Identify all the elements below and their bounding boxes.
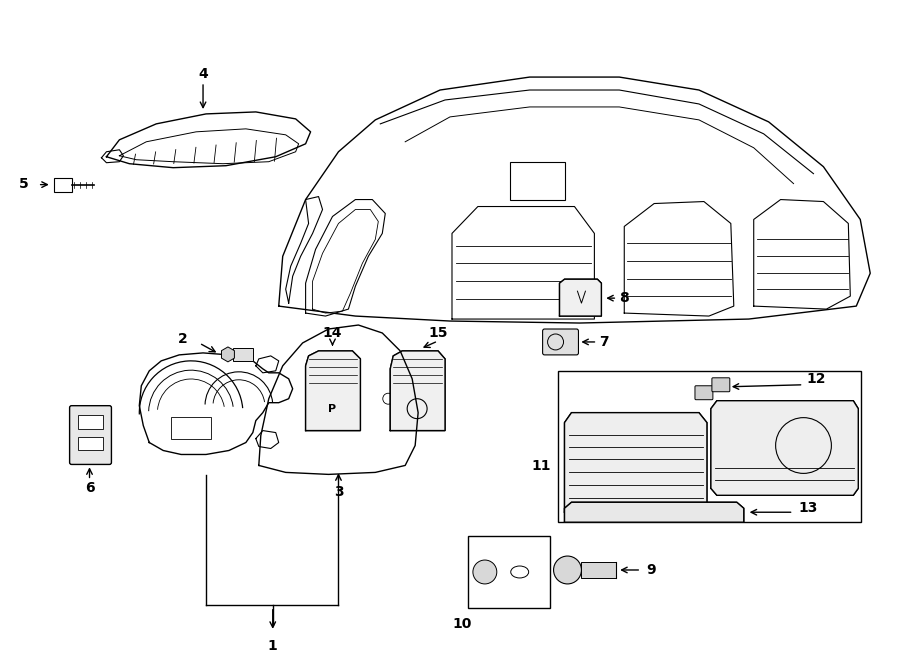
- FancyBboxPatch shape: [69, 406, 112, 465]
- Text: 6: 6: [85, 481, 94, 495]
- Text: 10: 10: [453, 617, 472, 631]
- Text: 12: 12: [806, 371, 826, 386]
- Bar: [233, 348, 253, 361]
- Text: 7: 7: [599, 335, 609, 349]
- Polygon shape: [391, 351, 445, 430]
- Polygon shape: [560, 279, 601, 316]
- Text: 5: 5: [19, 176, 29, 190]
- Text: 3: 3: [334, 485, 343, 499]
- Polygon shape: [711, 401, 859, 495]
- Text: 11: 11: [532, 459, 552, 473]
- Bar: [77, 436, 104, 451]
- Polygon shape: [306, 351, 360, 430]
- Circle shape: [472, 560, 497, 584]
- Polygon shape: [564, 502, 743, 522]
- Polygon shape: [564, 412, 706, 512]
- Bar: [509, 162, 564, 200]
- FancyBboxPatch shape: [543, 329, 579, 355]
- FancyBboxPatch shape: [695, 386, 713, 400]
- Text: P: P: [328, 404, 337, 414]
- Text: 15: 15: [428, 326, 448, 340]
- FancyBboxPatch shape: [712, 378, 730, 392]
- Bar: [581, 562, 616, 578]
- Text: 13: 13: [799, 501, 818, 516]
- Text: 4: 4: [198, 67, 208, 81]
- Text: 1: 1: [268, 639, 277, 652]
- Bar: [77, 414, 104, 428]
- Bar: [54, 178, 72, 192]
- Text: 9: 9: [646, 563, 656, 577]
- Circle shape: [554, 556, 581, 584]
- Bar: [171, 416, 211, 438]
- Text: 2: 2: [178, 332, 188, 346]
- Bar: [468, 536, 550, 608]
- Text: 14: 14: [323, 326, 342, 340]
- Bar: [557, 371, 861, 522]
- Text: 8: 8: [619, 291, 629, 305]
